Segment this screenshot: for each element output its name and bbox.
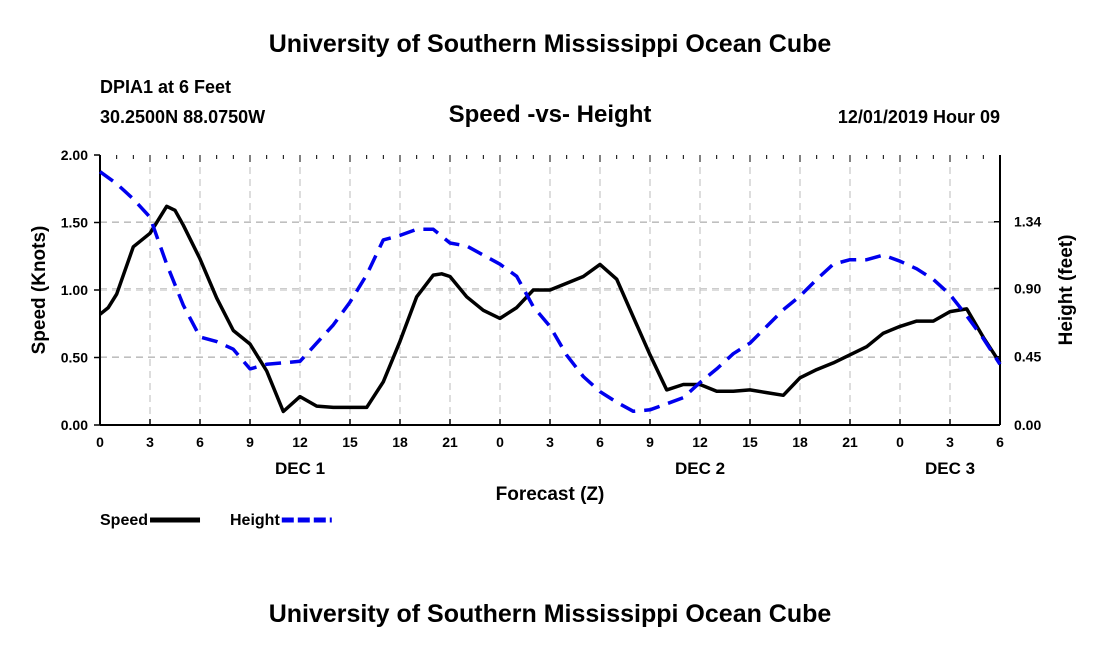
y-tick-label-left: 2.00 bbox=[61, 147, 88, 163]
y-tick-label-right: 0.45 bbox=[1014, 349, 1041, 365]
series-line-height bbox=[98, 170, 1002, 414]
chart-title: Speed -vs- Height bbox=[448, 101, 652, 128]
x-axis-title: Forecast (Z) bbox=[496, 484, 605, 505]
x-tick-label: 21 bbox=[442, 434, 458, 450]
x-tick-label: 6 bbox=[596, 434, 604, 450]
x-tick-label: 3 bbox=[146, 434, 154, 450]
day-label: DEC 2 bbox=[675, 459, 725, 478]
legend-label-height: Height bbox=[230, 512, 280, 529]
x-tick-label: 15 bbox=[742, 434, 758, 450]
x-tick-label: 9 bbox=[246, 434, 254, 450]
x-tick-label: 12 bbox=[292, 434, 308, 450]
x-tick-label: 3 bbox=[546, 434, 554, 450]
x-tick-label: 6 bbox=[196, 434, 204, 450]
x-tick-label: 6 bbox=[996, 434, 1004, 450]
speed-height-chart: 0 3 6 9 12 15 18 21 0 3 6 9 12 15 18 21 0 3 6 DEC 1 DEC 2 DEC… bbox=[29, 147, 1077, 529]
x-tick-label: 18 bbox=[792, 434, 808, 450]
x-tick-label: 21 bbox=[842, 434, 858, 450]
series-line-speed bbox=[98, 204, 1002, 414]
y-tick-label-left: 0.00 bbox=[61, 417, 88, 433]
y-tick-label-left: 1.00 bbox=[61, 282, 88, 298]
y-tick-label-right: 0.90 bbox=[1014, 280, 1041, 296]
x-tick-label: 3 bbox=[946, 434, 954, 450]
day-label: DEC 1 bbox=[275, 459, 325, 478]
x-tick-label: 12 bbox=[692, 434, 708, 450]
page-title: University of Southern Mississippi Ocean… bbox=[268, 30, 832, 58]
y-tick-label-left: 0.50 bbox=[61, 350, 88, 366]
y-tick-label-right: 1.34 bbox=[1014, 214, 1041, 230]
x-tick-label: 0 bbox=[496, 434, 504, 450]
x-tick-label: 9 bbox=[646, 434, 654, 450]
x-tick-label: 18 bbox=[392, 434, 408, 450]
y-axis-title-right: Height (feet) bbox=[1056, 235, 1077, 346]
station-coords: 30.2500N 88.0750W bbox=[100, 107, 266, 127]
y-axis-title-left: Speed (Knots) bbox=[29, 226, 50, 355]
x-tick-label: 15 bbox=[342, 434, 358, 450]
forecast-date: 12/01/2019 Hour 09 bbox=[837, 107, 1000, 127]
y-tick-label-left: 1.50 bbox=[61, 215, 88, 231]
x-tick-label: 0 bbox=[896, 434, 904, 450]
footer-title: University of Southern Mississippi Ocean… bbox=[268, 600, 832, 628]
station-label: DPIA1 at 6 Feet bbox=[100, 77, 232, 97]
day-label: DEC 3 bbox=[925, 459, 975, 478]
y-tick-label-right: 0.00 bbox=[1014, 417, 1041, 433]
legend-label-speed: Speed bbox=[100, 512, 148, 529]
x-tick-label: 0 bbox=[96, 434, 104, 450]
